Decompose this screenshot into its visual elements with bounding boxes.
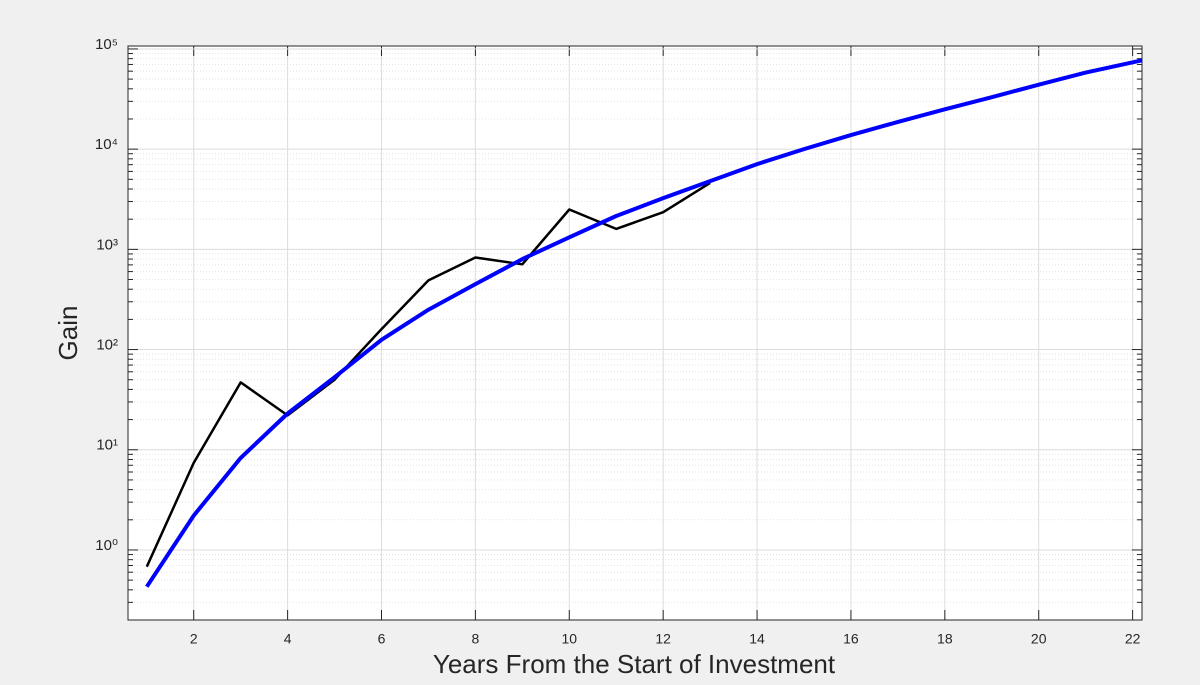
series-line: [145, 58, 1143, 588]
x-tick-label: 2: [190, 631, 198, 647]
y-tick-label: 10¹: [96, 437, 118, 454]
x-tick-label: 12: [655, 631, 671, 647]
y-tick-label: 10⁴: [95, 136, 118, 153]
y-tick-label: 10²: [96, 337, 118, 354]
y-tick-label: 10³: [96, 236, 118, 253]
x-tick-label: 18: [937, 631, 953, 647]
y-tick-label: 10⁰: [95, 537, 118, 554]
y-axis-label: Gain: [53, 306, 83, 361]
x-tick-label: 10: [561, 631, 577, 647]
x-tick-label: 16: [843, 631, 859, 647]
x-tick-label: 14: [749, 631, 765, 647]
x-tick-label: 20: [1031, 631, 1047, 647]
y-tick-label: 10⁵: [95, 36, 118, 53]
x-axis-label: Years From the Start of Investment: [433, 649, 836, 679]
x-tick-label: 22: [1125, 631, 1141, 647]
axes-box: [127, 45, 1143, 621]
x-tick-label: 8: [471, 631, 479, 647]
x-tick-label: 6: [378, 631, 386, 647]
plot-area: [128, 46, 1142, 620]
series-line: [145, 181, 711, 568]
x-tick-label: 4: [284, 631, 292, 647]
